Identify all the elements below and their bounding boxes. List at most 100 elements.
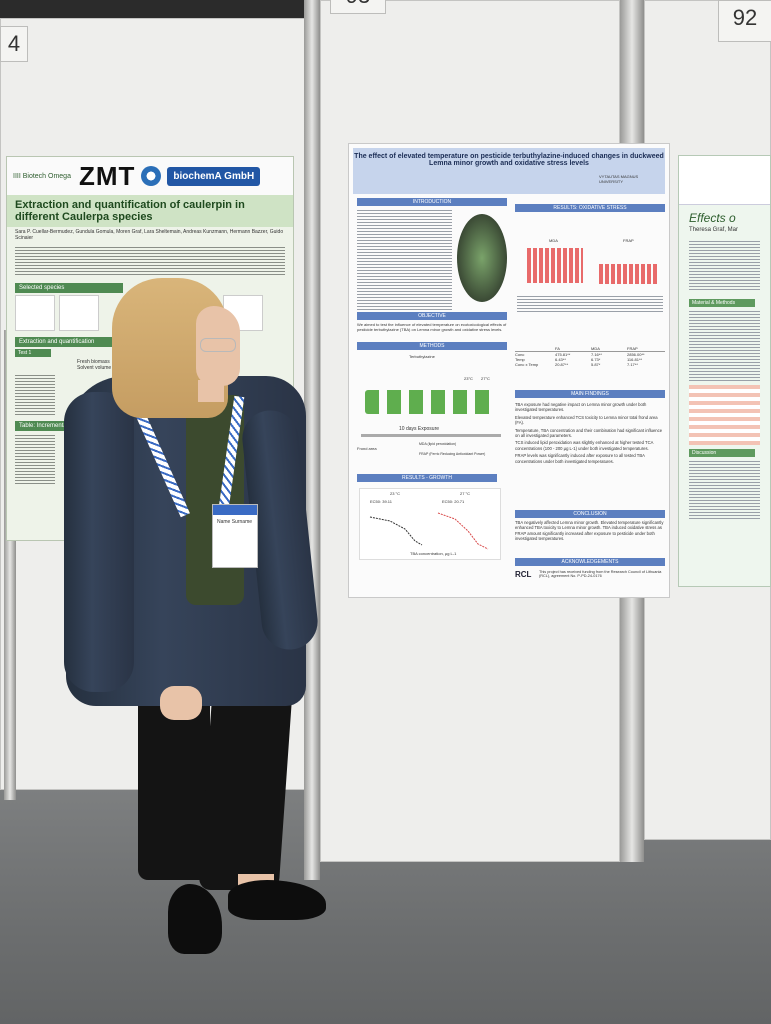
finding-item: Temperature, TBA concentration and their… <box>515 427 663 439</box>
mda-chart: MDA <box>519 238 589 288</box>
conclusion-text: TBA negatively affected Lemna minor grow… <box>515 520 664 542</box>
chart-temp-low: 23 °C <box>390 491 401 496</box>
duckweed-photo <box>457 214 507 302</box>
board-number-left: 4 <box>0 26 28 62</box>
wave-logo-icon <box>141 166 162 186</box>
left-poster-authors: Sara P. Cuellar-Bermudez, Gundula Gomula… <box>15 229 284 241</box>
text-block <box>689 311 760 381</box>
table-row: Conc 475.81** 7.16** 2856.00** <box>515 352 665 357</box>
right-poster-table <box>689 385 760 445</box>
center-poster: The effect of elevated temperature on pe… <box>348 143 670 598</box>
mda-chart-label: MDA <box>549 238 558 243</box>
flask-row <box>365 390 495 414</box>
text-block <box>15 247 285 277</box>
table-cell: Conc <box>515 352 525 357</box>
table-cell: 7.16** <box>591 352 602 357</box>
chart-caption <box>517 296 663 312</box>
table-header-cell: FRAP <box>627 346 638 351</box>
findings-list: TBA exposure had negative impact on Lemn… <box>515 402 665 464</box>
step-label: Test 1 <box>15 349 51 357</box>
table-cell: 2856.00** <box>627 352 645 357</box>
table-cell: 475.81** <box>555 352 571 357</box>
mda-bars <box>527 248 583 283</box>
text-block <box>689 461 760 521</box>
methods-exposure: 10 days Exposure <box>399 426 440 432</box>
biotech-logo: IIII Biotech Omega <box>13 172 71 180</box>
methods-temp-low: 23°C <box>464 376 473 381</box>
table-row: Conc x Temp 20.87** 5.87* 7.17** <box>515 362 665 367</box>
table-cell: 6.73* <box>591 357 601 362</box>
table-cell: 5.87* <box>591 362 601 367</box>
methods-frap: FRAP (Ferric Reducing Antioxidant Power) <box>419 452 486 456</box>
right-poster-logo-icon <box>679 156 770 205</box>
section-selected-species: Selected species <box>15 283 123 293</box>
section-acknowledgements: ACKNOWLEDGEMENTS <box>515 558 665 566</box>
intro-text <box>357 210 452 310</box>
frap-chart-label: FRAP <box>623 238 634 243</box>
section-methods: METHODS <box>357 342 507 350</box>
right-poster-methods: Material & Methods <box>689 299 755 307</box>
finding-item: TCS induced lipid peroxidation was sligh… <box>515 440 654 451</box>
biochema-logo: biochemA GmbH <box>167 166 261 186</box>
section-results-growth: RESULTS - GROWTH <box>357 474 497 482</box>
table-cell: 116.81** <box>627 357 643 362</box>
text-block <box>15 375 55 415</box>
pole-left <box>304 0 320 880</box>
ack-text: This project has received funding from t… <box>539 570 662 578</box>
table-cell: 6.43** <box>555 357 566 362</box>
section-objective: OBJECTIVE <box>357 312 507 320</box>
right-poster-discussion: Discussion <box>689 449 755 457</box>
board-number-center: 93 <box>330 0 386 14</box>
right-poster-author: Theresa Graf, Mar <box>689 227 739 233</box>
section-extraction: Extraction and quantification <box>15 337 123 347</box>
text-block <box>689 241 760 291</box>
finding-item: FRAP levels was significantly induced af… <box>515 453 645 464</box>
methods-tba-label: Terbuthylazine <box>409 354 435 359</box>
table-cell: 7.17** <box>627 362 638 367</box>
zmt-logo: ZMT <box>79 160 136 191</box>
chart-ec-high: EC50: 20.71 <box>442 499 465 504</box>
finding-item: TBA exposure had negative impact on Lemn… <box>515 402 647 413</box>
left-poster: IIII Biotech Omega ZMT biochemA GmbH Ext… <box>6 156 294 541</box>
finding-item: Elevated temperature enhanced TCS toxici… <box>515 414 658 426</box>
table-row: Temp 6.43** 6.73* 116.81** <box>515 357 665 362</box>
frap-bars <box>599 264 657 284</box>
right-poster: Effects o Theresa Graf, Mar Material & M… <box>678 155 771 587</box>
right-poster-title: Effects o <box>689 211 736 225</box>
table-header: FA MDA FRAP <box>515 346 665 352</box>
species-image <box>223 295 263 331</box>
board-number-right: 92 <box>718 0 771 42</box>
anova-table: FA MDA FRAP Conc 475.81** 7.16** 2856.00… <box>515 346 665 386</box>
methods-frond-area: Frond area <box>357 446 377 451</box>
growth-curves <box>369 512 489 550</box>
step-text: Fresh biomass <box>77 359 110 365</box>
chart-xlabel: TBA concentration, µg L-1 <box>410 551 457 556</box>
section-introduction: INTRODUCTION <box>357 198 507 206</box>
table-cell: 20.87** <box>555 362 569 367</box>
step-text-2: Solvent volume <box>77 365 112 371</box>
chart-ec-low: EC50: 39.11 <box>370 499 392 504</box>
center-poster-title: The effect of elevated temperature on pe… <box>353 148 665 194</box>
section-results-oxidative: RESULTS: OXIDATIVE STRESS <box>515 204 665 212</box>
frap-chart: FRAP <box>593 238 663 288</box>
species-image <box>15 295 55 331</box>
table-header-cell: FA <box>555 346 560 351</box>
section-main-findings: MAIN FINDINGS <box>515 390 665 398</box>
left-poster-title: Extraction and quantification of caulerp… <box>7 195 293 227</box>
methods-temp-high: 27°C <box>481 376 490 381</box>
table-header-cell: MDA <box>591 346 600 351</box>
species-image <box>59 295 99 331</box>
exposure-arrow <box>361 434 501 437</box>
chart-temp-high: 27 °C <box>460 491 471 496</box>
left-poster-header: IIII Biotech Omega ZMT biochemA GmbH <box>7 157 293 195</box>
table-header-cell <box>515 346 555 351</box>
objective-text: We aimed to test the influence of elevat… <box>357 322 507 332</box>
growth-chart: EC50: 39.11 EC50: 20.71 23 °C 27 °C TBA … <box>359 488 501 560</box>
section-conclusion: CONCLUSION <box>515 510 665 518</box>
university-logo: VYTAUTAS MAGNUS UNIVERSITY <box>599 174 639 184</box>
rcl-logo: RCL <box>515 570 532 579</box>
table-cell: Conc x Temp <box>515 362 539 367</box>
methods-mda: MDA (lipid peroxidation) <box>419 442 457 446</box>
table-cell: Temp <box>515 357 525 362</box>
species-images <box>15 295 285 331</box>
